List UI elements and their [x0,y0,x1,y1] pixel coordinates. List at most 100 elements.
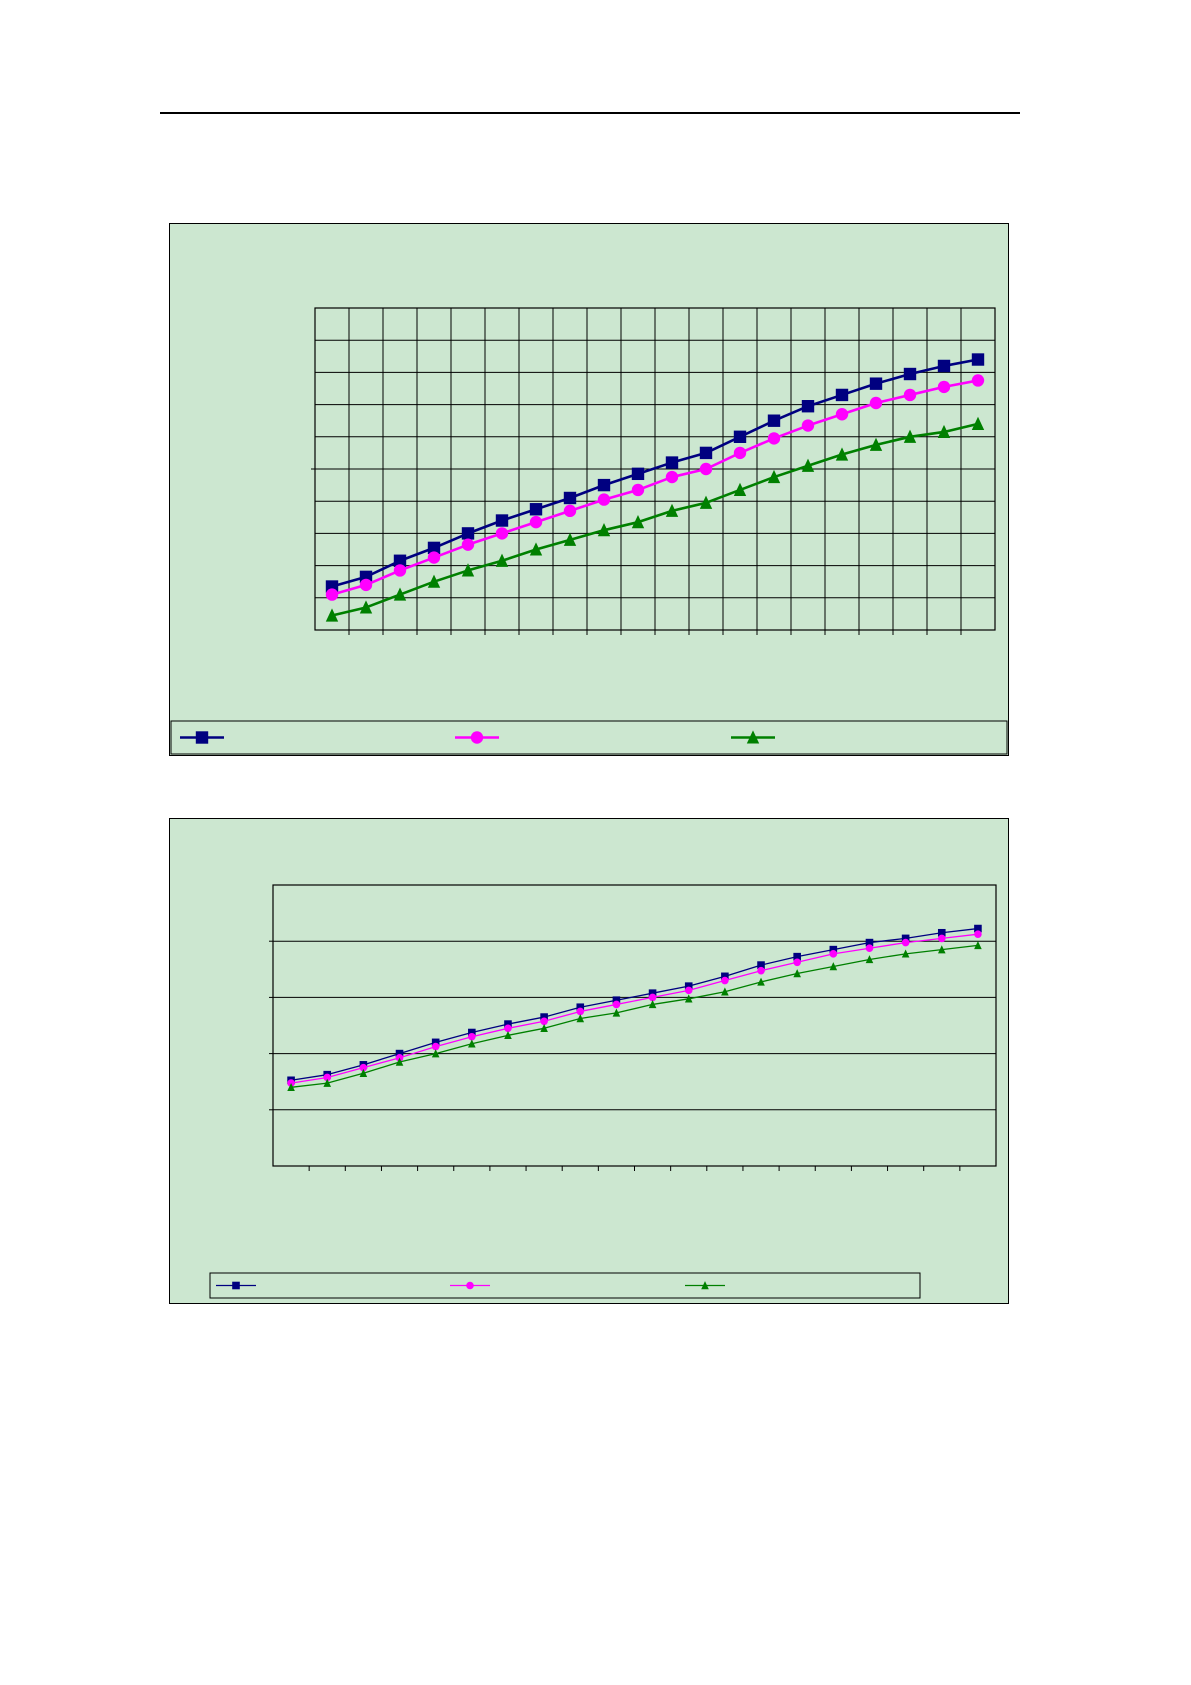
data-point [793,969,801,978]
legend [170,720,1008,755]
data-point [612,996,621,1005]
data-point [540,1023,548,1033]
data-point [468,1039,476,1048]
legend-item-1 [180,731,224,744]
data-point [684,982,693,990]
legend-item-3 [731,730,775,744]
data-point [597,493,611,506]
data-point [869,396,883,410]
data-point [757,961,765,969]
data-point [767,432,781,445]
series-1 [325,353,985,593]
data-point [733,446,747,460]
data-point [323,1078,332,1087]
data-point [974,930,982,938]
header-rule [160,112,1020,114]
data-point [684,994,693,1003]
data-point [504,1024,512,1033]
data-point [721,987,729,996]
data-point [937,424,951,439]
data-point [427,551,441,564]
data-point [801,458,815,472]
data-point [563,491,577,505]
data-point [427,574,441,588]
data-point [393,564,407,577]
data-point [431,1049,440,1058]
data-point [733,430,747,443]
legend-item-2 [450,1281,490,1290]
series-3 [287,941,982,1092]
data-point [431,1042,440,1051]
data-point [631,483,645,497]
data-point [901,934,910,943]
data-point [495,553,509,567]
legend-box [170,720,1008,755]
data-point [901,949,910,958]
data-point [665,503,679,517]
data-point [504,1020,512,1028]
data-point [563,504,577,518]
data-point [937,934,946,943]
data-point [869,437,883,451]
legend-swatch-marker [470,731,484,744]
plot-area-border [272,884,997,1167]
data-point [721,976,729,985]
data-point [901,938,910,947]
legend [209,1272,921,1299]
data-point [699,462,713,476]
data-point [733,482,747,496]
data-point [971,374,985,387]
series-2 [287,930,982,1087]
data-point [793,958,801,967]
data-point [597,523,611,537]
data-point [865,944,874,953]
data-point [461,563,475,577]
data-point [974,924,982,933]
data-point [431,1038,440,1047]
plot-grid [315,308,995,630]
data-point [699,495,713,509]
data-point [971,416,985,430]
data-point [767,469,781,484]
data-point [757,977,765,986]
data-point [835,408,849,421]
data-point [529,503,543,516]
chart-panel-2 [169,818,1009,1304]
data-point [835,388,849,402]
data-point [540,1013,548,1021]
legend-swatch-marker [701,1281,709,1290]
data-point [529,542,543,556]
data-point [576,1003,585,1012]
data-point [468,1032,476,1041]
legend-swatch-marker [195,731,209,744]
data-point [648,1000,657,1009]
data-point [865,955,874,964]
data-point [903,388,917,402]
data-point [287,1082,295,1092]
data-point [648,993,657,1002]
data-point [865,938,874,947]
data-point [648,989,657,997]
data-point [971,353,985,366]
data-point [974,941,982,950]
data-point [529,515,543,529]
data-point [793,952,801,961]
data-point [829,962,838,971]
data-point [395,1049,404,1058]
legend-box [209,1272,921,1299]
data-point [468,1028,476,1037]
data-point [359,578,373,592]
data-point [427,541,441,555]
series-1 [287,924,982,1085]
legend-swatch-marker [466,1281,474,1290]
series-line-2 [290,933,979,1084]
data-point [359,600,373,614]
data-point [325,608,339,622]
legend-swatch-marker [232,1281,240,1290]
series-line-3 [290,944,979,1088]
data-point [395,1057,404,1066]
legend-item-1 [216,1281,256,1290]
series-line-1 [290,927,979,1081]
data-point [325,588,339,601]
data-point [323,1073,332,1082]
